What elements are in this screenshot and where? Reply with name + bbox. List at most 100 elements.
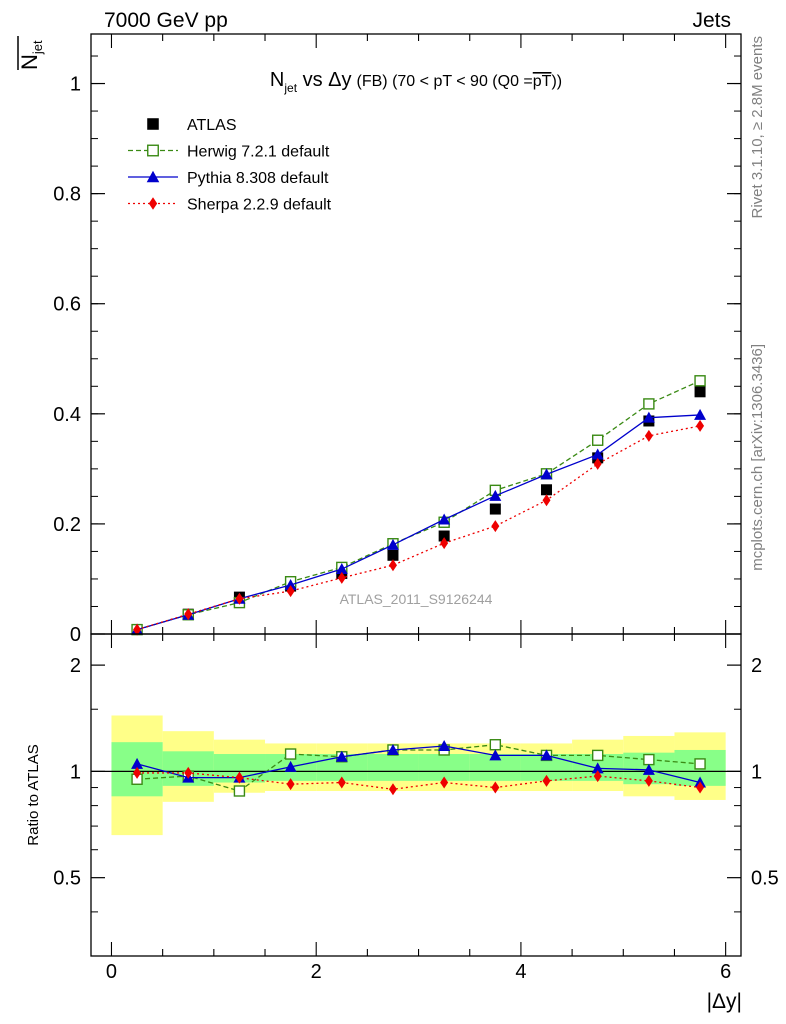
top-point [286, 585, 295, 598]
ratio-point [386, 743, 399, 755]
top-point [388, 559, 397, 572]
top-point [337, 571, 346, 584]
title-rest: vs Δy [297, 69, 351, 91]
top-point [489, 503, 501, 515]
ratio-point [335, 750, 348, 762]
ratio-point [184, 766, 193, 779]
xlabel: |Δy| [707, 990, 742, 1013]
legend-marker [148, 197, 158, 210]
xtick-label: 6 [720, 961, 731, 983]
top-ytick-label: 0.2 [53, 514, 81, 536]
ratio-point [286, 778, 295, 791]
top-point [593, 457, 602, 470]
ratio-ytick-label: 0.5 [53, 868, 81, 890]
ratio-point [131, 757, 144, 769]
top-ylabel: Njet [17, 36, 45, 70]
top-point [133, 623, 142, 636]
ratio-ytick-label-right: 2 [751, 655, 762, 677]
ratio-ytick-label: 1 [70, 761, 81, 783]
ratio-point [337, 776, 346, 789]
top-ytick-label: 0 [70, 624, 81, 646]
top-ylabel-sub: jet [30, 40, 45, 55]
legend-marker [147, 118, 159, 130]
top-ytick-label: 1 [70, 74, 81, 96]
legend-label: Herwig 7.2.1 default [187, 144, 330, 161]
top-point [694, 375, 706, 387]
ratio-point [235, 771, 244, 784]
ratio-point [591, 749, 604, 762]
ratio-point [284, 748, 297, 760]
top-point [491, 520, 500, 533]
ratio-line-sherpa [137, 772, 701, 790]
legend-label: Sherpa 2.2.9 default [187, 197, 332, 214]
legend-item: ATLAS [147, 117, 237, 134]
top-point [591, 434, 604, 446]
ratio-point [133, 766, 142, 779]
ratio-ylabel: Ratio to ATLAS [25, 744, 42, 845]
top-title: Njet vs Δy (FB) (70 < pT < 90 (Q0 =pT)) [270, 69, 562, 95]
ratio-point [644, 774, 653, 787]
ratio-series-sherpa [133, 766, 705, 796]
ratio-point [491, 781, 500, 794]
legend-item: Pythia 8.308 default [128, 170, 329, 187]
ratio-point [388, 783, 397, 796]
ratio-point [438, 740, 451, 752]
band-inner [418, 754, 470, 781]
top-point [644, 429, 653, 442]
legend-label: Pythia 8.308 default [187, 170, 329, 187]
xtick-label: 0 [106, 961, 117, 983]
ratio-panel: 0.5 0.5 1 1 2 2 0 2 4 6 [53, 633, 779, 983]
svg-text:Njet: Njet [17, 40, 45, 70]
top-point [438, 530, 450, 542]
ratio-line-pythia [136, 745, 701, 784]
ratio-point [489, 749, 502, 761]
top-point [540, 468, 553, 480]
top-point [542, 494, 551, 507]
ratio-point [642, 763, 655, 775]
ratio-point [694, 758, 706, 770]
top-point [541, 484, 553, 496]
title-overline-text: pT [533, 73, 552, 90]
top-line-pythia [136, 414, 701, 631]
title-sub: jet [283, 81, 297, 95]
top-point [643, 398, 655, 410]
legend-marker [146, 170, 160, 183]
title-main: N [270, 69, 284, 91]
side-label-mcplots: mcplots.cern.ch [arXiv:1306.3436] [749, 344, 766, 571]
header-right: Jets [692, 9, 731, 32]
legend-label: ATLAS [187, 117, 237, 134]
top-line-herwig [136, 380, 701, 631]
top-point [386, 538, 399, 550]
band-inner [367, 754, 419, 781]
ratio-point [284, 760, 297, 772]
legend-marker [147, 144, 159, 157]
side-label-rivet: Rivet 3.1.10, ≥ 2.8M events [749, 36, 766, 219]
top-point [284, 579, 297, 591]
ratio-point [696, 781, 705, 794]
ratio-point [593, 770, 602, 783]
watermark: ATLAS_2011_S9126244 [340, 591, 493, 607]
ratio-point [542, 774, 551, 787]
top-point [591, 448, 604, 460]
ratio-point [440, 776, 449, 789]
top-point [387, 549, 399, 561]
top-point [440, 537, 449, 550]
top-point [438, 513, 451, 525]
ratio-frame [90, 633, 742, 957]
legend-item: Herwig 7.2.1 default [128, 144, 330, 161]
top-point [335, 563, 348, 575]
ratio-point [643, 753, 655, 766]
ratio-point [233, 785, 246, 797]
top-ytick-label: 0.6 [53, 294, 81, 316]
top-ylabel-main: N [17, 54, 42, 70]
top-point [696, 419, 705, 432]
top-point [235, 592, 244, 605]
title-end: )) [551, 73, 562, 90]
top-point [694, 386, 706, 398]
ratio-series-pythia [131, 740, 707, 788]
ratio-line-herwig [137, 744, 701, 792]
ratio-ytick-label-right: 1 [751, 761, 762, 783]
legend-item: Sherpa 2.2.9 default [128, 197, 332, 214]
ratio-point [489, 739, 502, 751]
